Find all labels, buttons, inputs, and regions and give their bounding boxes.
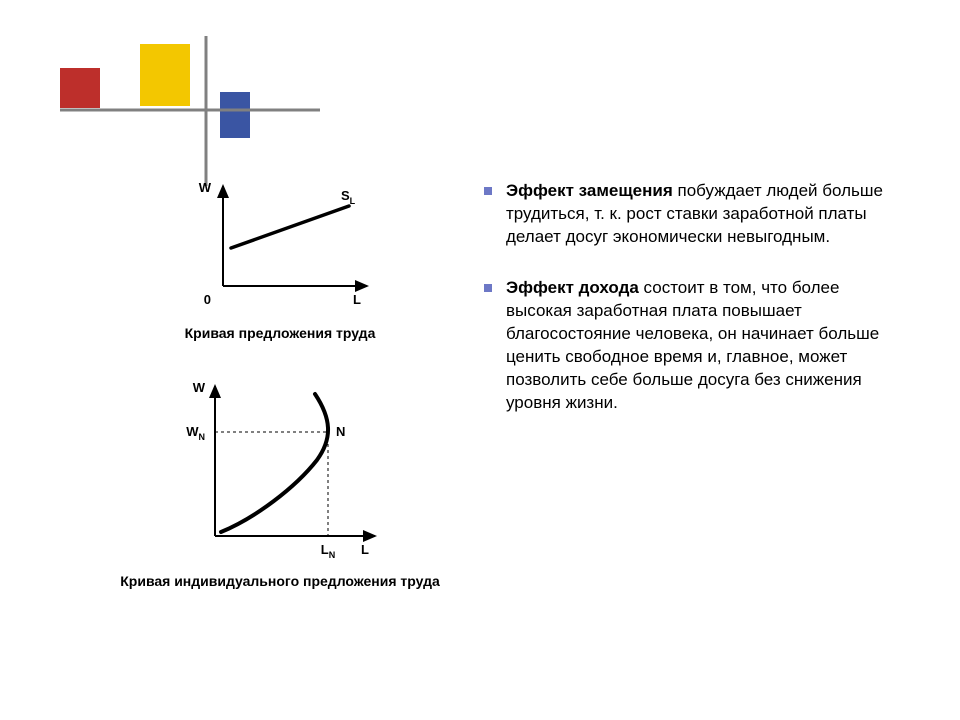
svg-text:LN: LN (321, 542, 335, 560)
chart2-svg: W L WN N LN (165, 368, 395, 568)
content-area: W L 0 SL Кривая предложения труда W L WN N LN К… (120, 170, 900, 680)
chart2-caption: Кривая индивидуального предложения труда (120, 572, 440, 590)
svg-text:N: N (336, 424, 345, 439)
text-column: Эффект замещения побуждает людей больше … (480, 170, 900, 680)
chart1-block: W L 0 SL Кривая предложения труда (175, 170, 385, 342)
chart1-svg: W L 0 SL (175, 170, 385, 320)
bullet-bold: Эффект дохода (506, 278, 639, 297)
svg-text:L: L (353, 292, 361, 307)
bullet-bold: Эффект замещения (506, 181, 673, 200)
slide-decor (60, 36, 320, 186)
charts-column: W L 0 SL Кривая предложения труда W L WN N LN К… (120, 170, 440, 680)
svg-text:0: 0 (204, 292, 211, 307)
bullet-list: Эффект замещения побуждает людей больше … (480, 180, 900, 414)
decor-svg (60, 36, 320, 186)
svg-text:W: W (199, 180, 212, 195)
bullet-item: Эффект замещения побуждает людей больше … (480, 180, 900, 249)
chart2-block: W L WN N LN Кривая индивидуального предложен… (120, 368, 440, 590)
svg-text:W: W (193, 380, 206, 395)
bullet-item: Эффект дохода состоит в том, что более в… (480, 277, 900, 415)
svg-text:L: L (361, 542, 369, 557)
svg-text:SL: SL (341, 188, 356, 206)
chart1-caption: Кривая предложения труда (185, 324, 376, 342)
svg-text:WN: WN (186, 424, 205, 442)
bullet-text: состоит в том, что более высокая заработ… (506, 278, 879, 412)
